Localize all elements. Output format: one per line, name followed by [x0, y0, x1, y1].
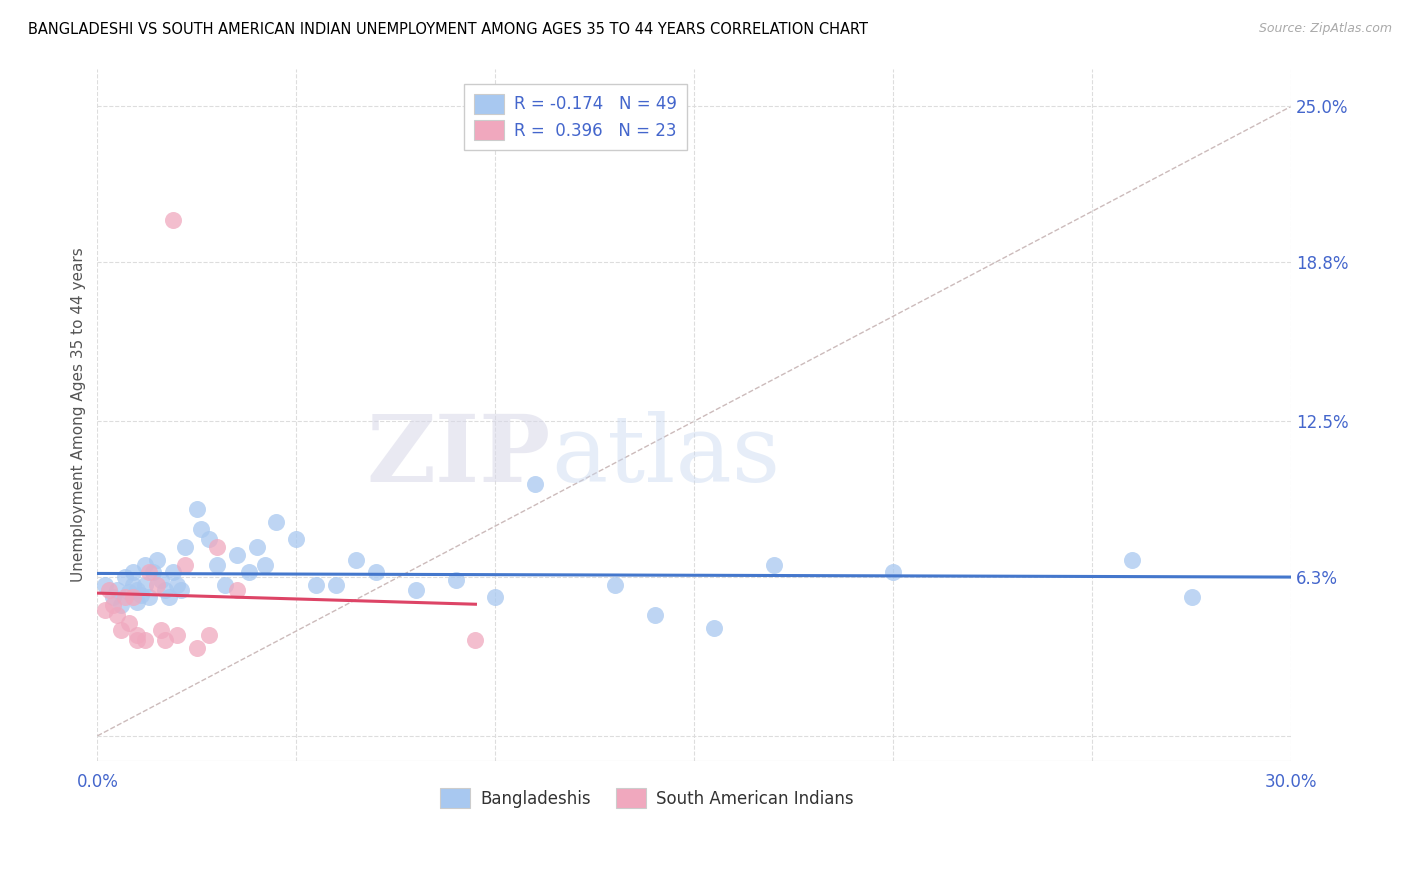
Point	[129, 588, 152, 602]
Point	[94, 578, 117, 592]
Point	[186, 640, 208, 655]
Point	[114, 591, 136, 605]
Point	[150, 573, 173, 587]
Point	[127, 628, 149, 642]
Point	[305, 578, 328, 592]
Point	[105, 607, 128, 622]
Point	[103, 591, 125, 605]
Point	[364, 565, 387, 579]
Point	[166, 578, 188, 592]
Point	[134, 558, 156, 572]
Point	[174, 558, 197, 572]
Point	[703, 621, 725, 635]
Point	[157, 591, 180, 605]
Point	[464, 633, 486, 648]
Point	[162, 565, 184, 579]
Text: Source: ZipAtlas.com: Source: ZipAtlas.com	[1258, 22, 1392, 36]
Point	[94, 603, 117, 617]
Point	[225, 582, 247, 597]
Point	[110, 598, 132, 612]
Point	[118, 585, 141, 599]
Point	[197, 533, 219, 547]
Point	[153, 633, 176, 648]
Point	[190, 522, 212, 536]
Point	[98, 582, 121, 597]
Text: atlas: atlas	[551, 411, 780, 501]
Point	[214, 578, 236, 592]
Y-axis label: Unemployment Among Ages 35 to 44 years: Unemployment Among Ages 35 to 44 years	[72, 247, 86, 582]
Point	[142, 565, 165, 579]
Text: BANGLADESHI VS SOUTH AMERICAN INDIAN UNEMPLOYMENT AMONG AGES 35 TO 44 YEARS CORR: BANGLADESHI VS SOUTH AMERICAN INDIAN UNE…	[28, 22, 868, 37]
Point	[105, 582, 128, 597]
Point	[134, 578, 156, 592]
Point	[134, 633, 156, 648]
Point	[103, 598, 125, 612]
Point	[170, 582, 193, 597]
Point	[197, 628, 219, 642]
Point	[118, 615, 141, 630]
Point	[1121, 552, 1143, 566]
Point	[238, 565, 260, 579]
Point	[150, 623, 173, 637]
Point	[524, 477, 547, 491]
Point	[225, 548, 247, 562]
Point	[344, 552, 367, 566]
Point	[644, 607, 666, 622]
Point	[127, 633, 149, 648]
Point	[882, 565, 904, 579]
Point	[138, 591, 160, 605]
Point	[146, 552, 169, 566]
Point	[166, 628, 188, 642]
Point	[266, 515, 288, 529]
Point	[444, 573, 467, 587]
Point	[122, 578, 145, 592]
Point	[285, 533, 308, 547]
Point	[484, 591, 506, 605]
Point	[405, 582, 427, 597]
Point	[245, 540, 267, 554]
Point	[603, 578, 626, 592]
Point	[122, 591, 145, 605]
Point	[205, 558, 228, 572]
Point	[174, 540, 197, 554]
Legend: Bangladeshis, South American Indians: Bangladeshis, South American Indians	[433, 781, 860, 815]
Point	[146, 578, 169, 592]
Point	[162, 212, 184, 227]
Point	[205, 540, 228, 554]
Point	[122, 565, 145, 579]
Point	[138, 565, 160, 579]
Point	[762, 558, 785, 572]
Point	[186, 502, 208, 516]
Point	[114, 570, 136, 584]
Point	[253, 558, 276, 572]
Point	[153, 582, 176, 597]
Point	[110, 623, 132, 637]
Text: ZIP: ZIP	[367, 411, 551, 501]
Point	[127, 582, 149, 597]
Point	[1181, 591, 1204, 605]
Point	[127, 595, 149, 609]
Point	[325, 578, 347, 592]
